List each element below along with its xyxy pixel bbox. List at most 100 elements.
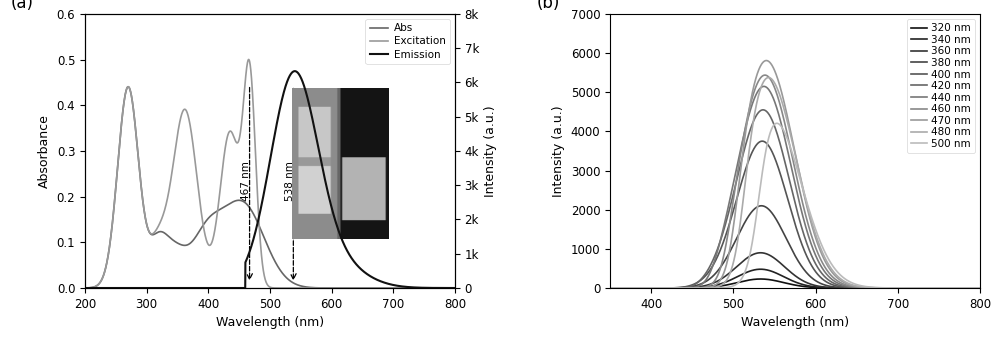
500 nm xyxy=(768,123,780,127)
470 nm xyxy=(776,93,788,97)
440 nm xyxy=(990,286,1000,290)
420 nm xyxy=(757,108,769,112)
Line: 440 nm: 440 nm xyxy=(610,86,996,288)
Abs xyxy=(79,286,91,290)
480 nm xyxy=(768,81,780,85)
Excitation xyxy=(98,272,110,276)
Line: 400 nm: 400 nm xyxy=(610,141,996,288)
340 nm xyxy=(768,270,780,274)
Emission xyxy=(259,186,271,191)
360 nm xyxy=(768,256,780,260)
Emission xyxy=(79,286,91,290)
Abs xyxy=(98,272,110,276)
420 nm xyxy=(768,124,780,128)
400 nm xyxy=(756,139,768,143)
360 nm xyxy=(776,263,788,267)
420 nm xyxy=(776,150,788,154)
360 nm xyxy=(755,251,767,255)
Text: (b): (b) xyxy=(536,0,560,12)
360 nm xyxy=(783,269,795,273)
Emission xyxy=(449,286,461,290)
480 nm xyxy=(650,286,662,290)
320 nm xyxy=(650,286,662,290)
Text: 538 nm: 538 nm xyxy=(285,161,295,201)
Abs xyxy=(438,286,450,290)
420 nm xyxy=(990,286,1000,290)
Abs xyxy=(438,286,450,290)
400 nm xyxy=(783,202,795,206)
460 nm xyxy=(768,85,780,89)
Line: 480 nm: 480 nm xyxy=(610,77,996,288)
380 nm xyxy=(990,286,1000,290)
470 nm xyxy=(650,286,662,290)
480 nm xyxy=(776,101,788,105)
500 nm xyxy=(776,126,788,130)
440 nm xyxy=(783,156,795,160)
440 nm xyxy=(768,99,780,103)
460 nm xyxy=(759,73,771,77)
460 nm xyxy=(604,286,616,290)
Abs xyxy=(370,286,382,290)
Excitation xyxy=(79,286,91,290)
460 nm xyxy=(634,286,646,290)
340 nm xyxy=(650,286,662,290)
Line: Emission: Emission xyxy=(85,71,455,288)
Excitation xyxy=(438,286,450,290)
340 nm xyxy=(755,267,767,271)
Text: (a): (a) xyxy=(11,0,34,12)
400 nm xyxy=(768,155,780,159)
440 nm xyxy=(758,84,770,88)
480 nm xyxy=(763,75,775,79)
400 nm xyxy=(604,286,616,290)
420 nm xyxy=(824,279,836,283)
470 nm xyxy=(760,58,772,62)
460 nm xyxy=(824,272,836,277)
Emission xyxy=(98,286,110,290)
420 nm xyxy=(650,286,662,290)
460 nm xyxy=(783,141,795,145)
320 nm xyxy=(783,282,795,286)
470 nm xyxy=(783,123,795,127)
380 nm xyxy=(783,243,795,247)
400 nm xyxy=(824,282,836,286)
380 nm xyxy=(634,286,646,290)
340 nm xyxy=(604,286,616,290)
460 nm xyxy=(990,286,1000,290)
X-axis label: Wavelength (nm): Wavelength (nm) xyxy=(216,316,324,329)
Line: Excitation: Excitation xyxy=(85,59,455,288)
470 nm xyxy=(604,286,616,290)
500 nm xyxy=(990,286,1000,290)
Line: Abs: Abs xyxy=(85,87,455,288)
Line: 380 nm: 380 nm xyxy=(610,206,996,288)
500 nm xyxy=(824,260,836,264)
480 nm xyxy=(783,127,795,131)
440 nm xyxy=(776,126,788,130)
420 nm xyxy=(783,178,795,182)
Excitation xyxy=(449,286,461,290)
360 nm xyxy=(990,286,1000,290)
Abs xyxy=(122,85,134,89)
440 nm xyxy=(634,286,646,290)
470 nm xyxy=(824,268,836,272)
Excitation xyxy=(370,286,382,290)
Abs xyxy=(259,238,271,242)
500 nm xyxy=(783,142,795,146)
340 nm xyxy=(783,277,795,281)
Abs xyxy=(449,286,461,290)
320 nm xyxy=(776,280,788,284)
480 nm xyxy=(604,286,616,290)
380 nm xyxy=(604,286,616,290)
460 nm xyxy=(650,286,662,290)
Line: 340 nm: 340 nm xyxy=(610,269,996,288)
360 nm xyxy=(650,286,662,290)
Emission xyxy=(370,277,382,281)
380 nm xyxy=(755,204,767,208)
470 nm xyxy=(768,68,780,72)
Line: 420 nm: 420 nm xyxy=(610,110,996,288)
400 nm xyxy=(990,286,1000,290)
380 nm xyxy=(824,284,836,288)
380 nm xyxy=(776,229,788,233)
320 nm xyxy=(604,286,616,290)
Y-axis label: Intensity (a.u.): Intensity (a.u.) xyxy=(484,105,497,197)
Emission xyxy=(438,286,450,290)
